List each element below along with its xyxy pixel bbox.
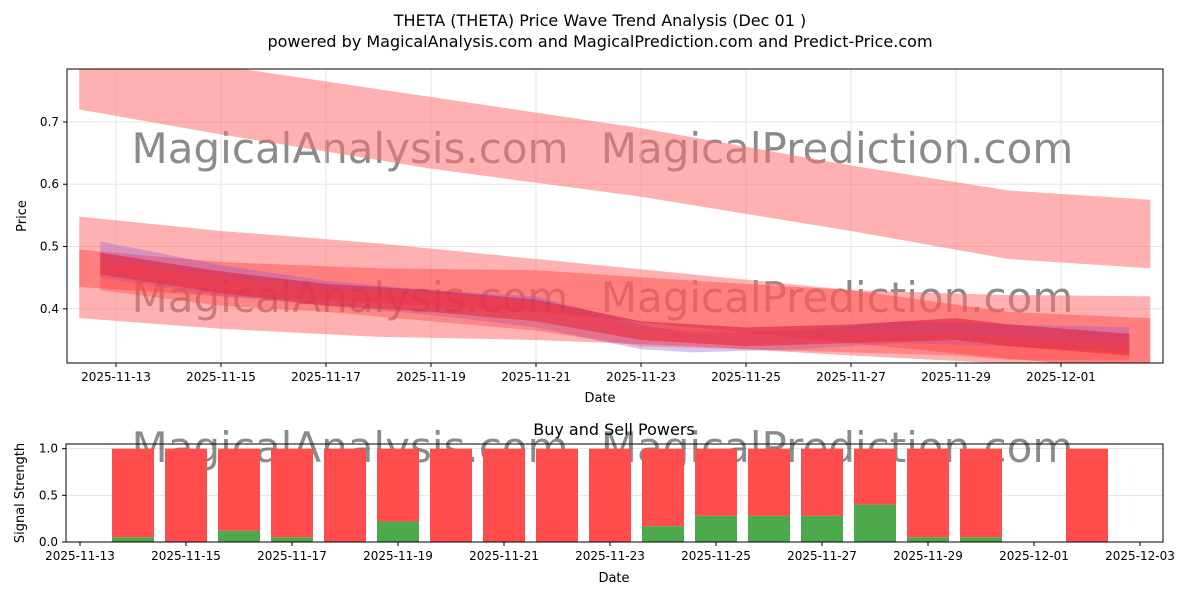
y-tick-label: 0.7 bbox=[40, 115, 59, 129]
x-tick-label: 2025-11-29 bbox=[921, 370, 991, 384]
sell-bar bbox=[960, 448, 1002, 538]
sell-bar bbox=[377, 448, 419, 522]
x-tick-label: 2025-11-17 bbox=[257, 549, 327, 563]
x-tick-label: 2025-12-01 bbox=[999, 549, 1069, 563]
sell-bar bbox=[483, 448, 525, 542]
x-tick-label: 2025-12-01 bbox=[1026, 370, 1096, 384]
x-tick-label: 2025-11-19 bbox=[363, 549, 433, 563]
chart-subtitle: powered by MagicalAnalysis.com and Magic… bbox=[267, 32, 932, 51]
plot-frame bbox=[66, 68, 1164, 364]
sell-bar bbox=[165, 448, 207, 542]
chart-title: THETA (THETA) Price Wave Trend Analysis … bbox=[393, 11, 806, 30]
wave-3-area bbox=[100, 258, 1130, 360]
sell-bar bbox=[218, 448, 260, 531]
y-tick-label: 0.4 bbox=[40, 302, 59, 316]
x-tick-label: 2025-12-03 bbox=[1105, 549, 1175, 563]
sell-bar bbox=[1066, 448, 1108, 542]
buy-bar bbox=[218, 530, 260, 542]
buy-bar bbox=[377, 521, 419, 542]
x-tick-label: 2025-11-19 bbox=[396, 370, 466, 384]
y-tick-label: 0.6 bbox=[40, 177, 59, 191]
x-tick-label: 2025-11-15 bbox=[186, 370, 256, 384]
bar-y-axis-label: Signal Strength bbox=[13, 443, 28, 543]
x-tick-label: 2025-11-25 bbox=[681, 549, 751, 563]
sell-bar bbox=[430, 448, 472, 542]
buy-bar bbox=[801, 515, 843, 542]
y-tick-label: 0.0 bbox=[39, 535, 58, 549]
wave-2-area bbox=[100, 252, 1130, 356]
x-tick-label: 2025-11-27 bbox=[816, 370, 886, 384]
buy-bar bbox=[642, 526, 684, 542]
buy-bar bbox=[271, 537, 313, 542]
sell-bar bbox=[271, 448, 313, 538]
x-tick-label: 2025-11-21 bbox=[501, 370, 571, 384]
buy-bar bbox=[907, 537, 949, 542]
x-tick-label: 2025-11-27 bbox=[787, 549, 857, 563]
sell-bar bbox=[324, 448, 366, 542]
x-tick-label: 2025-11-23 bbox=[575, 549, 645, 563]
sell-bar bbox=[801, 448, 843, 516]
x-tick-label: 2025-11-29 bbox=[893, 549, 963, 563]
buy-bar bbox=[695, 515, 737, 542]
sell-bar bbox=[589, 448, 631, 542]
x-tick-label: 2025-11-25 bbox=[711, 370, 781, 384]
sell-bar bbox=[748, 448, 790, 516]
sell-bar bbox=[907, 448, 949, 538]
x-tick-label: 2025-11-21 bbox=[469, 549, 539, 563]
x-tick-label: 2025-11-13 bbox=[81, 370, 151, 384]
y-tick-label: 1.0 bbox=[39, 442, 58, 456]
x-tick-label: 2025-11-17 bbox=[291, 370, 361, 384]
y-tick-label: 0.5 bbox=[40, 240, 59, 254]
upper-band-area bbox=[79, 69, 1151, 269]
sell-bar bbox=[695, 448, 737, 516]
y-axis-label: Price bbox=[15, 200, 30, 232]
buy-bar bbox=[854, 504, 896, 542]
sell-bar bbox=[112, 448, 154, 538]
buy-bar bbox=[112, 537, 154, 542]
buy-bar bbox=[748, 515, 790, 542]
y-tick-label: 0.5 bbox=[39, 488, 58, 502]
bar-x-axis-label: Date bbox=[598, 571, 629, 586]
x-axis-label: Date bbox=[584, 391, 615, 406]
plot-frame bbox=[65, 443, 1164, 543]
bar-chart-title: Buy and Sell Powers bbox=[533, 420, 695, 439]
sell-bar bbox=[642, 448, 684, 527]
x-tick-label: 2025-11-23 bbox=[606, 370, 676, 384]
x-tick-label: 2025-11-15 bbox=[151, 549, 221, 563]
x-tick-label: 2025-11-13 bbox=[45, 549, 115, 563]
buy-bar bbox=[960, 537, 1002, 542]
sell-bar bbox=[536, 448, 578, 542]
sell-bar bbox=[854, 448, 896, 505]
